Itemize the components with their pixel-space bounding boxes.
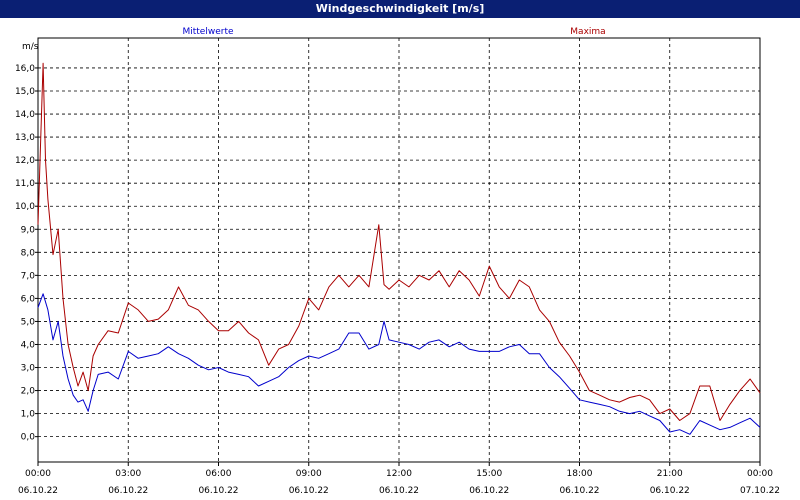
- y-tick-label: 4,0: [21, 340, 36, 350]
- series-layer: [37, 62, 761, 435]
- y-axis-label: m/s: [22, 42, 39, 52]
- x-tick-date: 06.10.22: [379, 486, 419, 496]
- y-tick-label: 12,0: [15, 156, 35, 166]
- y-tick-label: 16,0: [15, 64, 35, 74]
- y-tick-label: 0,0: [21, 433, 36, 443]
- y-tick-label: 8,0: [21, 248, 36, 258]
- x-tick-time: 21:00: [657, 469, 683, 479]
- legend-mittelwerte: Mittelwerte: [182, 27, 233, 37]
- y-tick-label: 1,0: [21, 410, 36, 420]
- y-tick-label: 14,0: [15, 110, 35, 120]
- x-tick-date: 07.10.22: [740, 486, 780, 496]
- axes: 0,0 1,0 2,0 3,0 4,0 5,0 6,0 7,0 8,0 9,0 10,0 11,0 12…: [15, 64, 780, 496]
- legend-maxima: Maxima: [570, 27, 605, 37]
- x-tick-time: 00:00: [747, 469, 773, 479]
- x-tick-date: 06.10.22: [198, 486, 238, 496]
- y-tick-label: 9,0: [21, 225, 36, 235]
- x-tick-time: 15:00: [476, 469, 502, 479]
- y-tick-label: 7,0: [21, 271, 36, 281]
- x-tick-time: 03:00: [115, 469, 141, 479]
- y-tick-label: 5,0: [21, 317, 36, 327]
- y-tick-label: 3,0: [21, 364, 36, 374]
- x-tick-date: 06.10.22: [469, 486, 509, 496]
- y-tick-label: 11,0: [15, 179, 35, 189]
- x-tick-time: 18:00: [567, 469, 593, 479]
- series-line-mittelwerte: [37, 293, 761, 435]
- x-tick-date: 06.10.22: [18, 486, 58, 496]
- x-tick-date: 06.10.22: [650, 486, 690, 496]
- grid: [38, 38, 760, 462]
- series-line-maxima: [37, 62, 761, 421]
- x-tick-date: 06.10.22: [289, 486, 329, 496]
- chart-title: Windgeschwindigkeit [m/s]: [0, 0, 800, 18]
- x-tick-date: 06.10.22: [108, 486, 148, 496]
- x-tick-time: 06:00: [206, 469, 232, 479]
- y-tick-label: 2,0: [21, 387, 36, 397]
- y-tick-label: 6,0: [21, 294, 36, 304]
- x-tick-time: 00:00: [25, 469, 51, 479]
- x-tick-time: 09:00: [296, 469, 322, 479]
- x-tick-time: 12:00: [386, 469, 412, 479]
- y-tick-label: 10,0: [15, 202, 35, 212]
- x-tick-date: 06.10.22: [559, 486, 599, 496]
- y-tick-label: 13,0: [15, 133, 35, 143]
- y-tick-label: 15,0: [15, 87, 35, 97]
